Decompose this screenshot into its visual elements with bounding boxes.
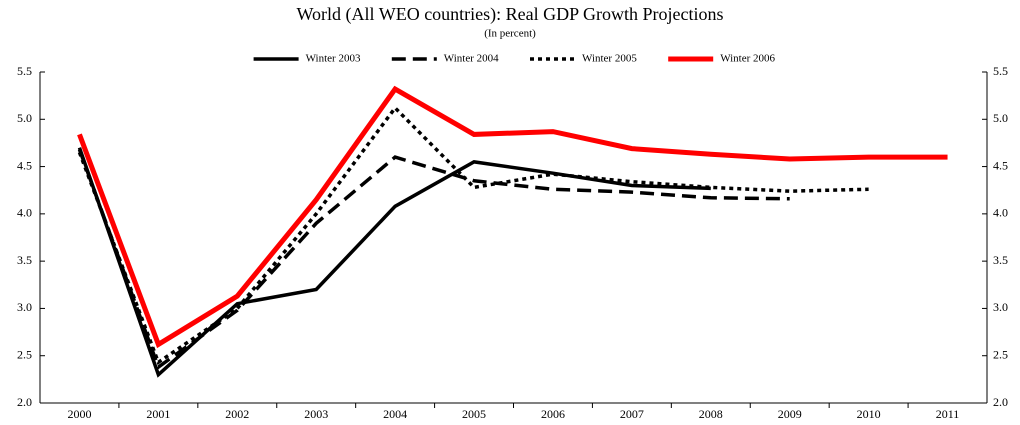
chart-subtitle: (In percent) [484, 28, 536, 40]
x-tick-label: 2002 [225, 407, 249, 421]
x-tick-label: 2003 [304, 407, 328, 421]
legend-label: Winter 2005 [582, 53, 637, 65]
series-line [77, 85, 948, 349]
y2-tick-label: 3.5 [993, 253, 1008, 267]
x-tick-label: 2010 [857, 407, 881, 421]
y2-tick-label: 5.5 [993, 64, 1008, 78]
series-line [77, 147, 711, 378]
y-tick-label: 4.5 [17, 158, 32, 172]
y-tick-label: 2.0 [17, 395, 32, 409]
legend-label: Winter 2003 [306, 53, 361, 65]
x-tick-label: 2004 [383, 407, 407, 421]
y2-tick-label: 5.0 [993, 111, 1008, 125]
chart-title: World (All WEO countries): Real GDP Grow… [297, 4, 724, 25]
x-tick-label: 2001 [146, 407, 170, 421]
y2-tick-label: 4.5 [993, 158, 1008, 172]
x-tick-label: 2008 [699, 407, 723, 421]
legend-label: Winter 2006 [720, 53, 775, 65]
x-tick-label: 2007 [620, 407, 644, 421]
x-tick-label: 2011 [936, 407, 960, 421]
y2-tick-label: 4.0 [993, 206, 1008, 220]
x-tick-label: 2006 [541, 407, 565, 421]
y2-tick-label: 2.0 [993, 395, 1008, 409]
y-tick-label: 2.5 [17, 347, 32, 361]
legend-label: Winter 2004 [444, 53, 499, 65]
series-line [77, 105, 869, 366]
y-tick-label: 3.0 [17, 300, 32, 314]
y-tick-label: 5.5 [17, 64, 32, 78]
series-line [77, 148, 790, 370]
y2-tick-label: 2.5 [993, 347, 1008, 361]
y-tick-label: 3.5 [17, 253, 32, 267]
y2-tick-label: 3.0 [993, 300, 1008, 314]
y-tick-label: 4.0 [17, 206, 32, 220]
x-tick-label: 2005 [462, 407, 486, 421]
y-tick-label: 5.0 [17, 111, 32, 125]
x-tick-label: 2009 [778, 407, 802, 421]
x-tick-label: 2000 [67, 407, 91, 421]
